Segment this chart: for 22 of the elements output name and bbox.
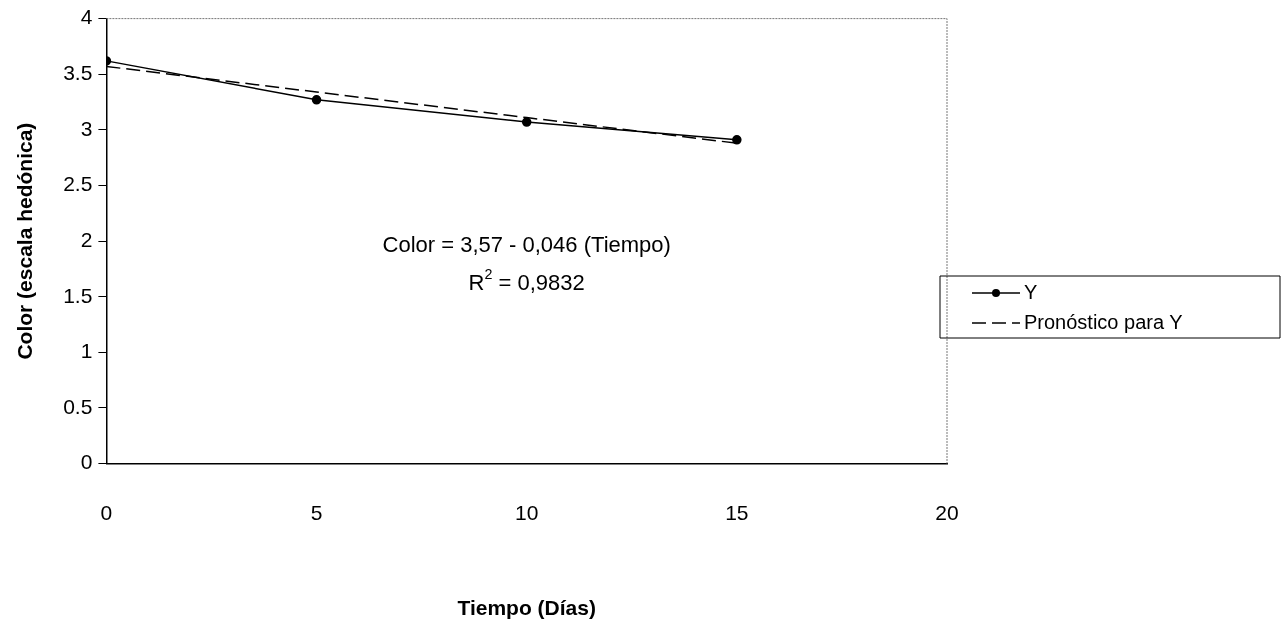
annotation: Color = 3,57 - 0,046 (Tiempo) <box>382 232 671 258</box>
y-tick-label: 2 <box>80 227 93 251</box>
x-tick-label: 20 <box>935 501 959 524</box>
y-tick-label: 0.5 <box>63 394 93 418</box>
y-tick-label: 0 <box>80 450 93 474</box>
x-tick-label: 5 <box>310 501 323 524</box>
y-tick-label: 1 <box>80 339 93 363</box>
point <box>311 95 322 105</box>
y-tick-label: 3 <box>80 116 93 140</box>
y-tick-label: 1.5 <box>63 283 93 307</box>
y-axis-title: Color (escala hedónica) <box>13 122 37 360</box>
x-tick-label: 0 <box>100 501 113 524</box>
point <box>521 117 532 127</box>
point <box>732 135 742 145</box>
x-tick-label: 15 <box>725 501 749 524</box>
y-tick-label: 2.5 <box>63 172 93 196</box>
x-axis-title: Tiempo (Días) <box>457 596 596 620</box>
x-tick-label: 10 <box>515 501 539 524</box>
legend-label: Pronóstico para Y <box>1024 310 1183 333</box>
legend-label: Y <box>1024 280 1038 303</box>
y-tick-label: 4 <box>80 5 93 29</box>
y-tick-label: 3.5 <box>63 61 93 85</box>
